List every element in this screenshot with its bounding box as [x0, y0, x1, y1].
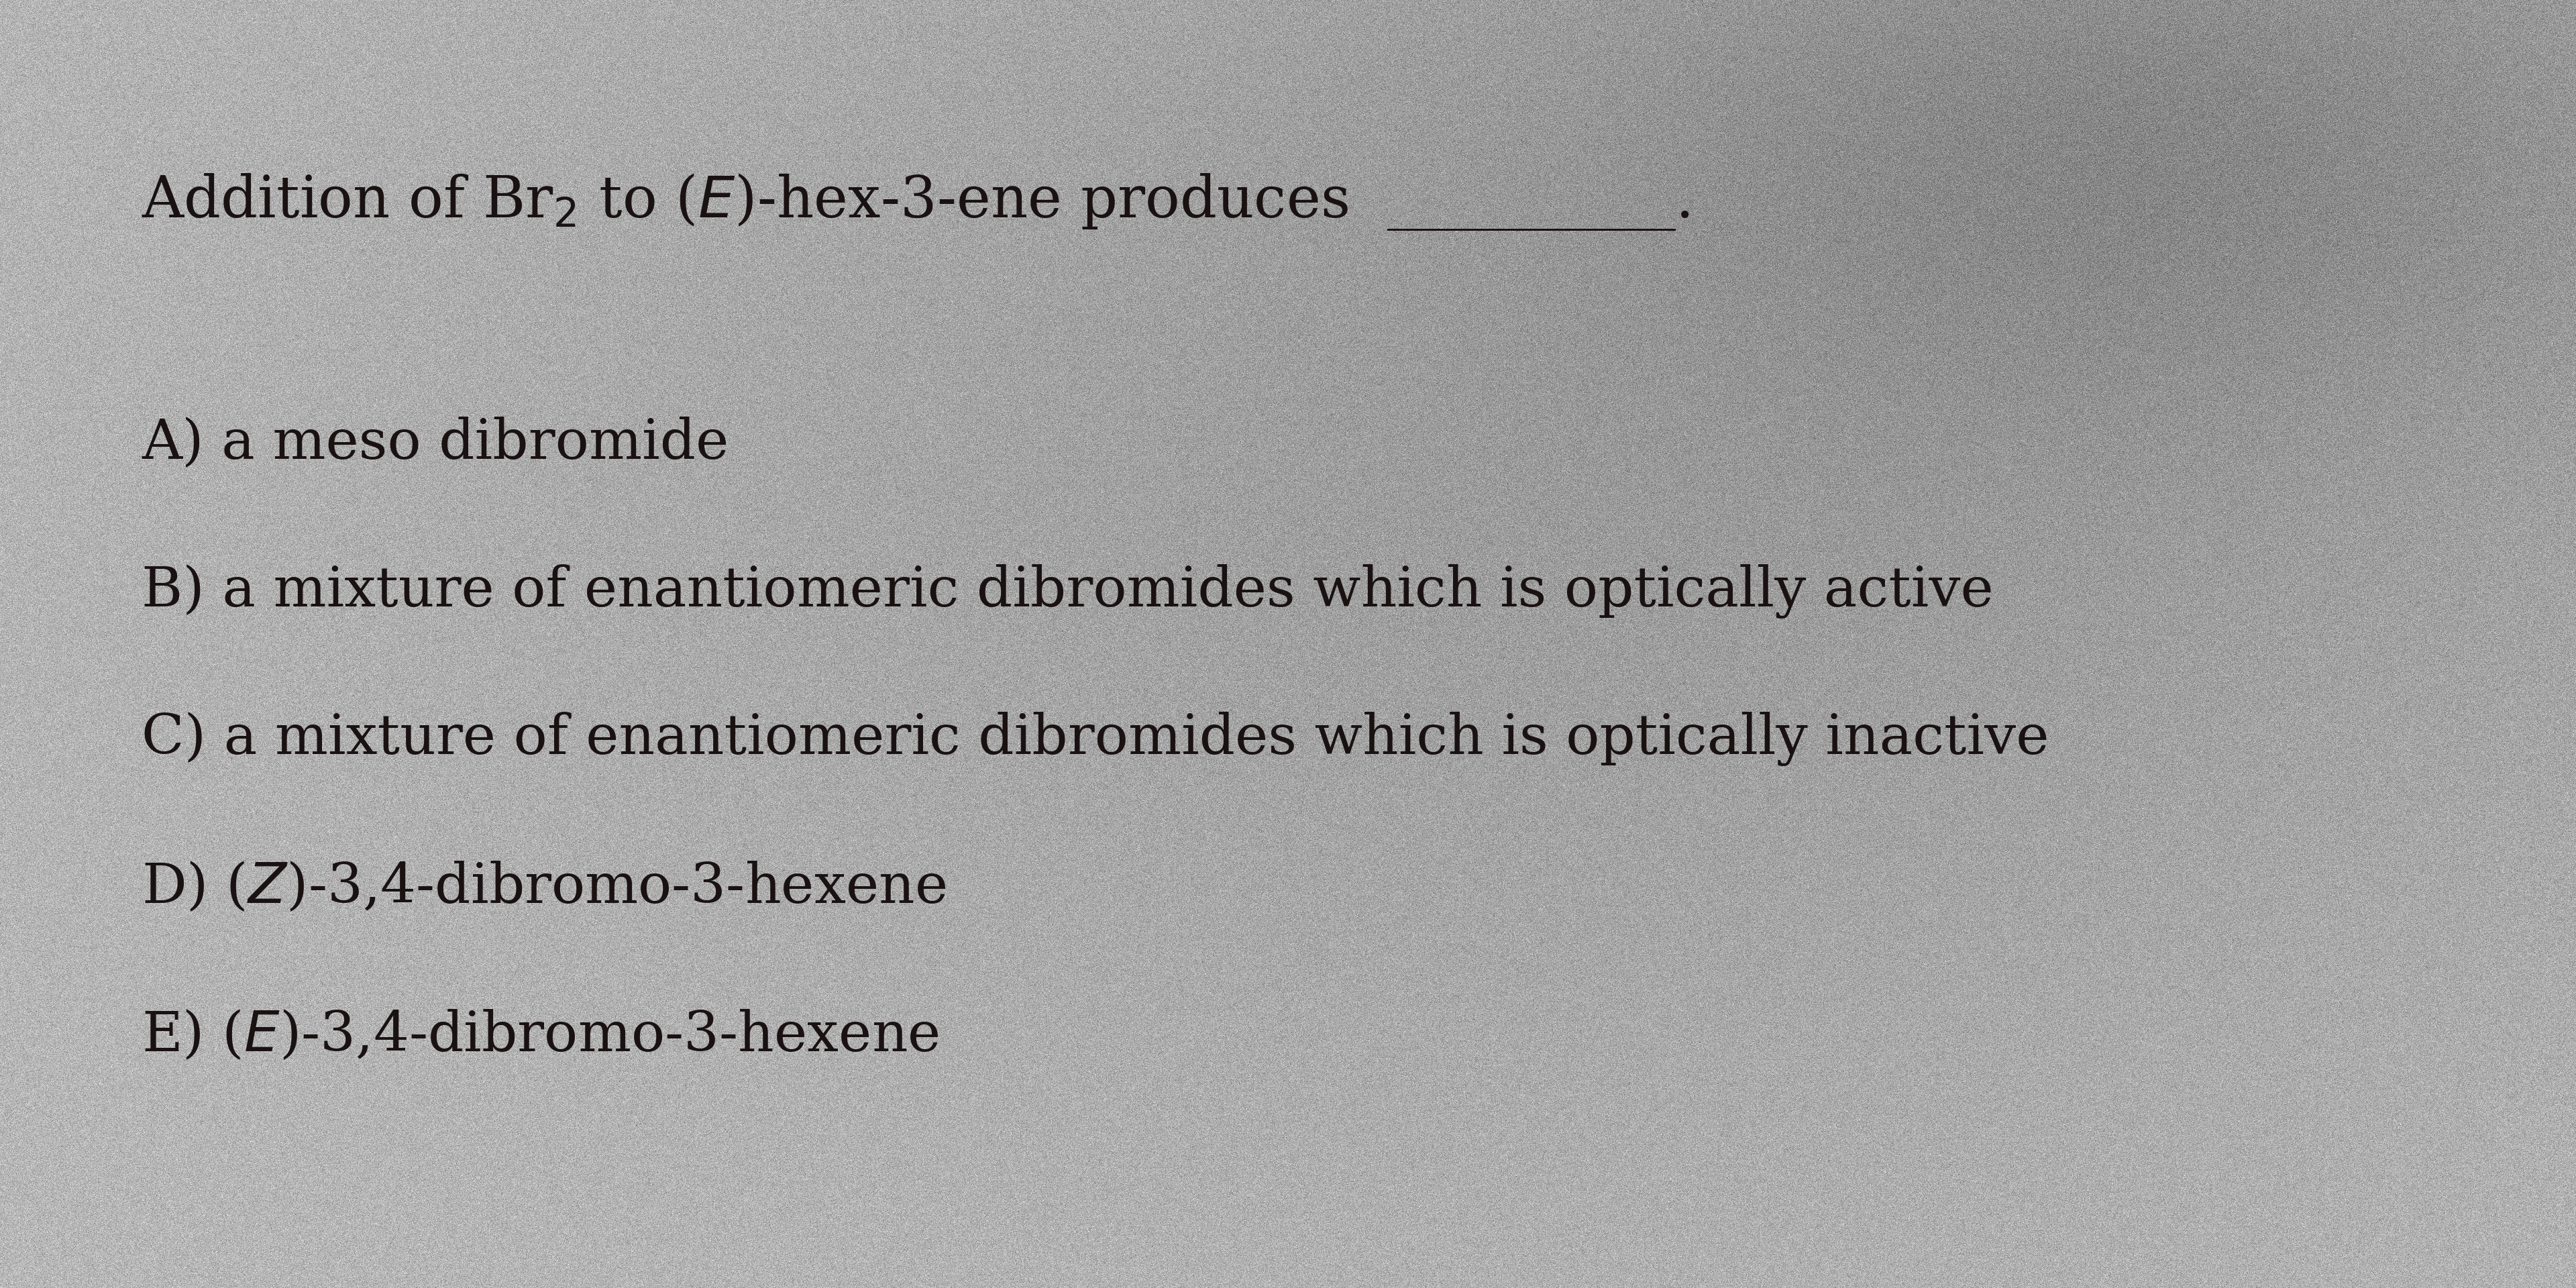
Text: A) a meso dibromide: A) a meso dibromide — [142, 416, 729, 470]
Text: C) a mixture of enantiomeric dibromides which is optically inactive: C) a mixture of enantiomeric dibromides … — [142, 712, 2048, 766]
Text: B) a mixture of enantiomeric dibromides which is optically active: B) a mixture of enantiomeric dibromides … — [142, 564, 1994, 618]
Text: E) ($\mathit{E}$)-3,4-dibromo-3-hexene: E) ($\mathit{E}$)-3,4-dibromo-3-hexene — [142, 1009, 940, 1063]
Text: Addition of Br$_2$ to ($\mathit{E}$)-hex-3-ene produces  __________.: Addition of Br$_2$ to ($\mathit{E}$)-hex… — [142, 171, 1690, 232]
Text: D) ($\mathit{Z}$)-3,4-dibromo-3-hexene: D) ($\mathit{Z}$)-3,4-dibromo-3-hexene — [142, 860, 945, 914]
